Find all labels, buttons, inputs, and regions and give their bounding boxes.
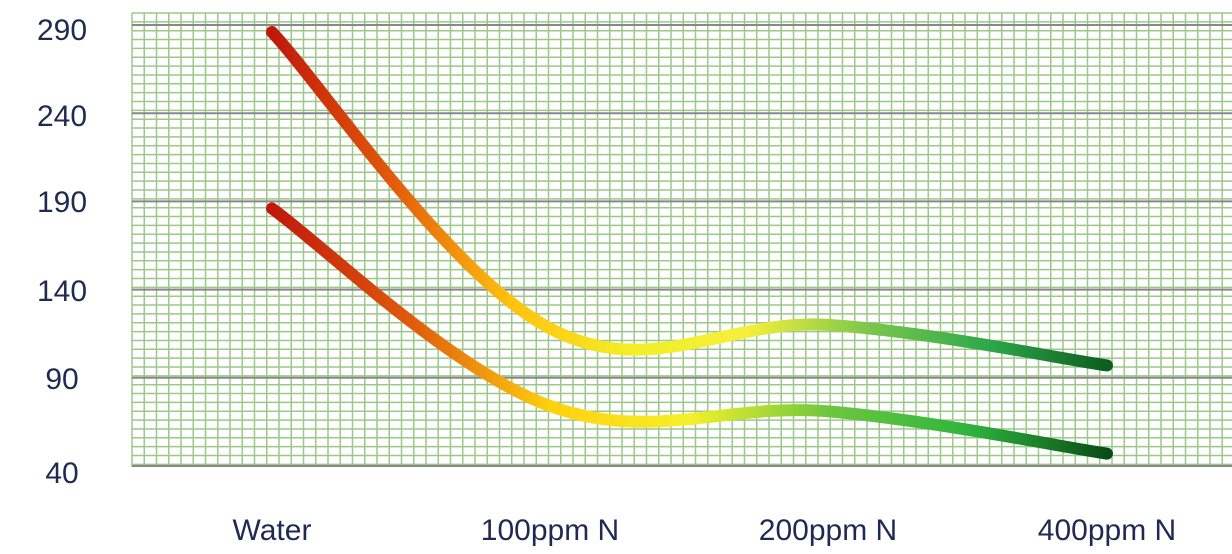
y-tick-label: 90 — [45, 363, 78, 396]
x-tick-label: Water — [233, 514, 312, 547]
y-tick-label: 140 — [37, 275, 87, 308]
x-axis: Water 100ppm N 200ppm N 400ppm N — [233, 514, 1177, 547]
series-layer — [266, 26, 1113, 460]
minor-grid — [131, 12, 1232, 467]
y-tick-label: 40 — [45, 457, 78, 490]
x-tick-label: 100ppm N — [481, 514, 619, 547]
y-tick-label: 240 — [37, 100, 87, 133]
major-gridlines — [132, 24, 1232, 467]
y-tick-label: 290 — [37, 14, 87, 47]
series-line — [266, 202, 1113, 460]
series-line — [266, 26, 1113, 372]
y-axis: 290 240 190 140 90 40 — [37, 14, 87, 490]
x-tick-label: 200ppm N — [759, 514, 897, 547]
y-tick-label: 190 — [37, 186, 87, 219]
x-tick-label: 400ppm N — [1038, 514, 1176, 547]
